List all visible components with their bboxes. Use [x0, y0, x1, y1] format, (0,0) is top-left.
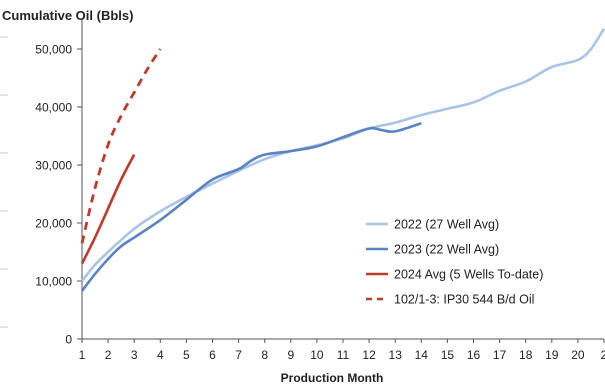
y-axis-title: Cumulative Oil (Bbls) — [2, 8, 133, 23]
x-tick-label: 11 — [337, 348, 350, 362]
series-2024-avg-line — [80, 153, 136, 265]
x-tick-label: 19 — [545, 348, 559, 362]
legend-label: 2023 (22 Well Avg) — [394, 243, 499, 257]
y-tick-label: 40,000 — [35, 101, 72, 115]
series-102-1-3-line — [80, 48, 162, 244]
x-tick-label: 1 — [79, 348, 86, 362]
x-tick-label: 5 — [183, 348, 190, 362]
legend: 2022 (27 Well Avg) 2023 (22 Well Avg) 2024… — [366, 218, 543, 307]
x-tick-label: 10 — [310, 348, 324, 362]
legend-label: 2022 (27 Well Avg) — [394, 218, 499, 232]
x-tick-label: 7 — [235, 348, 242, 362]
y-tick-label: 10,000 — [35, 275, 72, 289]
x-tick-label: 17 — [493, 348, 507, 362]
legend-label: 102/1-3: IP30 544 B/d Oil — [394, 293, 534, 307]
x-tick-label: 3 — [131, 348, 138, 362]
series-2023-line — [80, 121, 422, 292]
x-tick-label: 6 — [209, 348, 216, 362]
x-tick-label: 14 — [415, 348, 429, 362]
y-tick-label: 0 — [65, 333, 72, 347]
series-layer — [80, 27, 605, 292]
x-tick-label: 4 — [157, 348, 164, 362]
x-tick-label: 13 — [389, 348, 403, 362]
x-tick-label: 8 — [261, 348, 268, 362]
x-tick-label: 2 — [105, 348, 112, 362]
x-axis-title: Production Month — [281, 371, 384, 385]
series-2022-line — [80, 27, 605, 282]
x-tick-label: 18 — [519, 348, 533, 362]
x-tick-label: 15 — [441, 348, 455, 362]
legend-label: 2024 Avg (5 Wells To-date) — [394, 268, 543, 282]
x-tick-label: 9 — [287, 348, 294, 362]
y-tick-label: 30,000 — [35, 159, 72, 173]
x-tick-label: 12 — [362, 348, 376, 362]
x-tick-label: 20 — [571, 348, 585, 362]
x-tick-label: 16 — [467, 348, 481, 362]
y-tick-label: 20,000 — [35, 217, 72, 231]
x-tick-label: 2 — [601, 348, 605, 362]
y-tick-label: 50,000 — [35, 43, 72, 57]
